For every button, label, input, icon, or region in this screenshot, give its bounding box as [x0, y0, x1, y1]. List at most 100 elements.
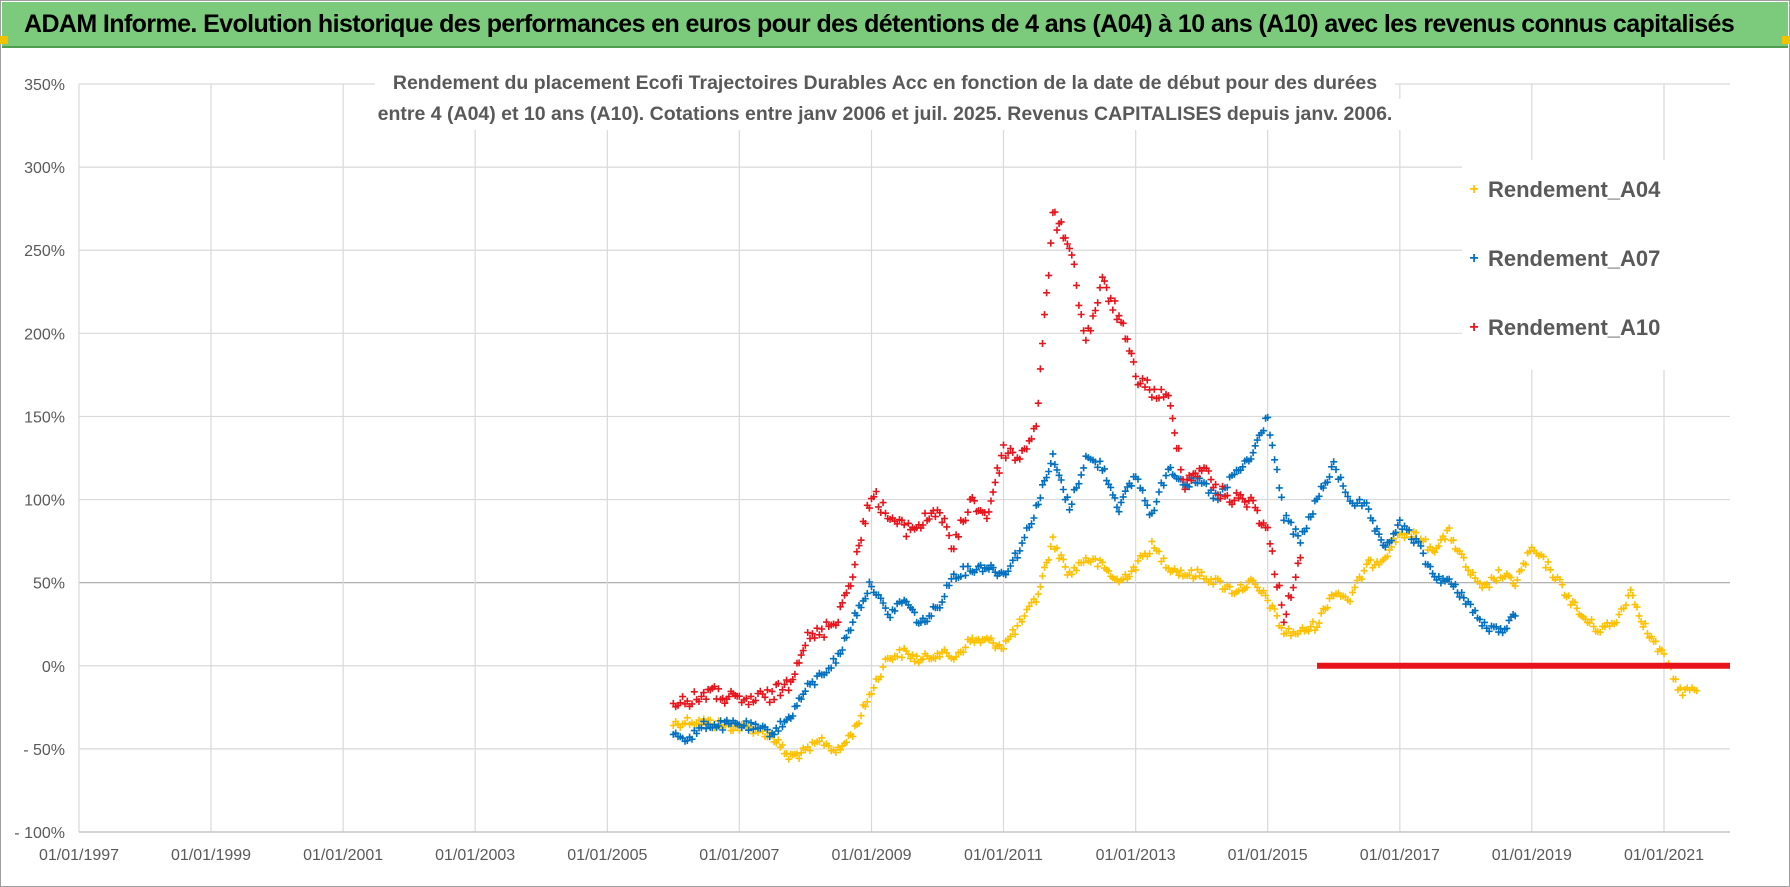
data-point	[1344, 493, 1352, 500]
data-point	[702, 725, 710, 733]
data-point	[1388, 537, 1395, 544]
data-point	[774, 727, 782, 735]
data-point	[795, 659, 803, 667]
data-point	[1011, 630, 1019, 638]
data-point	[1660, 650, 1668, 658]
data-point	[811, 634, 819, 642]
data-point	[879, 663, 887, 671]
data-point	[1167, 402, 1174, 410]
data-point	[1226, 583, 1234, 591]
data-point	[752, 720, 760, 728]
data-point	[679, 693, 687, 701]
data-point	[1485, 627, 1493, 635]
data-point	[1128, 349, 1135, 357]
data-point	[921, 509, 929, 517]
data-point	[706, 716, 714, 724]
data-point	[1070, 260, 1078, 268]
data-point	[891, 607, 899, 615]
data-point	[1187, 477, 1195, 485]
data-point	[1155, 394, 1163, 402]
data-point	[1596, 628, 1604, 636]
data-point	[1346, 598, 1354, 605]
data-point	[1028, 520, 1035, 528]
data-point	[811, 681, 819, 689]
data-point	[1278, 601, 1286, 609]
data-point	[1469, 569, 1477, 576]
data-point	[1009, 626, 1017, 634]
data-point	[1167, 464, 1174, 471]
data-point	[1057, 218, 1065, 226]
data-point	[1383, 552, 1391, 560]
series-rendement_a04	[669, 524, 1701, 763]
data-point	[1315, 492, 1323, 500]
legend-label-a10: Rendement_A10	[1488, 315, 1661, 340]
data-point	[1194, 473, 1201, 480]
data-point	[1282, 512, 1290, 519]
data-point	[904, 519, 912, 527]
data-point	[1401, 534, 1408, 542]
data-point	[781, 681, 788, 688]
data-point	[1369, 517, 1377, 525]
data-point	[1233, 489, 1240, 497]
data-point	[793, 750, 801, 758]
data-point	[1202, 480, 1210, 488]
data-point	[919, 521, 927, 529]
data-point	[1045, 556, 1053, 564]
data-point	[1445, 524, 1453, 532]
legend-marker-a04: +	[1469, 181, 1479, 198]
data-point	[832, 659, 840, 667]
data-point	[1171, 429, 1179, 437]
data-point	[719, 726, 727, 734]
y-tick-label: 150%	[24, 409, 65, 426]
data-point	[747, 692, 755, 700]
data-point	[797, 749, 805, 757]
data-point	[1143, 501, 1151, 509]
data-point	[1435, 573, 1443, 580]
data-point	[801, 641, 809, 649]
data-point	[818, 734, 826, 742]
data-point	[1025, 523, 1033, 531]
data-point	[715, 722, 722, 730]
data-point	[868, 583, 875, 591]
data-point	[1235, 587, 1243, 595]
data-point	[1492, 623, 1500, 631]
data-point	[1460, 554, 1468, 562]
data-point	[1053, 226, 1061, 234]
data-point	[1080, 464, 1088, 472]
data-point	[1055, 471, 1063, 479]
data-point	[970, 497, 978, 505]
data-point	[1431, 548, 1439, 556]
data-point	[1101, 465, 1108, 473]
data-point	[995, 469, 1003, 477]
data-point	[943, 523, 951, 531]
data-point	[697, 724, 705, 732]
data-point	[1045, 271, 1053, 279]
data-point	[1181, 485, 1189, 493]
data-point	[919, 655, 927, 663]
data-point	[1401, 522, 1408, 530]
data-point	[1021, 534, 1028, 541]
data-point	[1285, 625, 1293, 633]
data-point	[1036, 583, 1044, 591]
data-point	[1030, 514, 1038, 522]
data-point	[1013, 622, 1021, 630]
data-point	[1264, 413, 1272, 421]
data-point	[993, 464, 1001, 472]
x-tick-label: 01/01/2019	[1492, 847, 1572, 864]
data-point	[1059, 486, 1067, 493]
data-point	[875, 503, 882, 511]
data-point	[1091, 307, 1099, 314]
data-point	[1260, 519, 1267, 527]
data-point	[1266, 431, 1274, 439]
data-point	[825, 742, 833, 750]
data-point	[1113, 503, 1121, 511]
data-point	[950, 545, 958, 553]
data-point	[1021, 612, 1028, 620]
data-point	[1396, 516, 1404, 524]
data-point	[995, 641, 1003, 649]
data-point	[1091, 555, 1099, 563]
data-point	[1039, 340, 1046, 347]
report-header: ADAM Informe. Evolution historique des p…	[2, 2, 1788, 48]
data-point	[1360, 567, 1368, 575]
data-point	[749, 725, 757, 733]
